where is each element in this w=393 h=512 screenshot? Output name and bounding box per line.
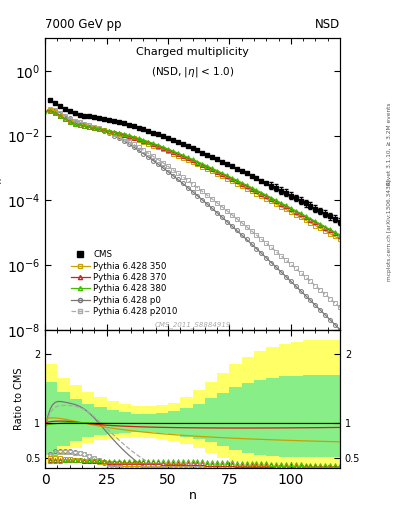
X-axis label: n: n — [189, 489, 196, 502]
Text: Rivet 3.1.10, ≥ 3.2M events: Rivet 3.1.10, ≥ 3.2M events — [387, 102, 392, 185]
Text: (NSD, $|\eta|$ < 1.0): (NSD, $|\eta|$ < 1.0) — [151, 65, 234, 79]
Text: Charged multiplicity: Charged multiplicity — [136, 47, 249, 57]
CMS — [121, 120, 126, 126]
Text: NSD: NSD — [315, 18, 340, 31]
CMS — [338, 219, 342, 225]
Y-axis label: Ratio to CMS: Ratio to CMS — [14, 368, 24, 431]
Y-axis label: $P_n$: $P_n$ — [0, 177, 6, 191]
CMS — [146, 128, 151, 134]
CMS — [230, 163, 234, 169]
Line: CMS: CMS — [48, 98, 342, 224]
Legend: CMS, Pythia 6.428 350, Pythia 6.428 370, Pythia 6.428 380, Pythia 6.428 p0, Pyth: CMS, Pythia 6.428 350, Pythia 6.428 370,… — [67, 247, 181, 319]
CMS — [131, 123, 136, 129]
Text: 7000 GeV pp: 7000 GeV pp — [45, 18, 122, 31]
Text: CMS_2011_S8884919: CMS_2011_S8884919 — [154, 322, 231, 328]
Text: mcplots.cern.ch [arXiv:1306.3436]: mcplots.cern.ch [arXiv:1306.3436] — [387, 180, 392, 281]
CMS — [141, 126, 146, 132]
CMS — [97, 115, 101, 121]
CMS — [48, 97, 53, 103]
